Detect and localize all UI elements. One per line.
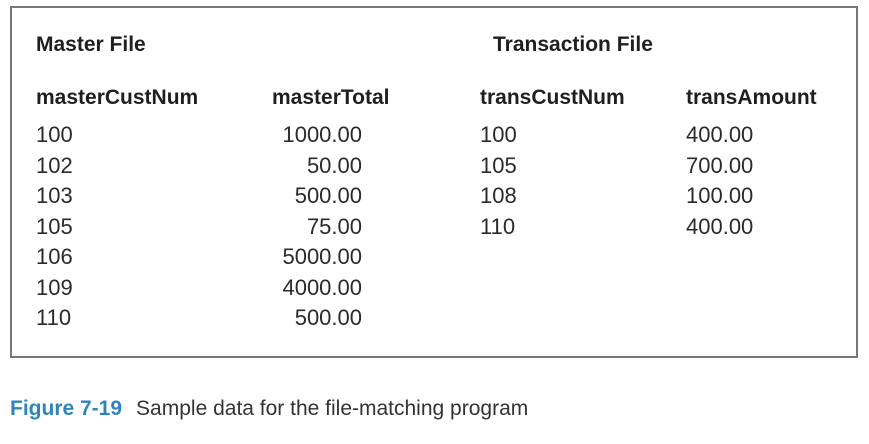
- master-file-title: Master File: [36, 33, 146, 56]
- master-cust-num-cell: 102: [36, 152, 73, 178]
- master-total-header: masterTotal: [272, 86, 390, 109]
- master-cust-num-header: masterCustNum: [36, 86, 199, 109]
- trans-cust-num-cell: 110: [480, 213, 516, 239]
- trans-amount-cell: 400.00: [686, 213, 754, 239]
- transaction-file-title: Transaction File: [493, 33, 653, 56]
- master-total-cell: 500.00: [294, 183, 362, 208]
- trans-amount-header: transAmount: [686, 86, 817, 109]
- trans-amount-cell: 100.00: [686, 183, 754, 208]
- master-cust-num-cell: 105: [36, 213, 73, 239]
- trans-amount-cell: 700.00: [686, 152, 754, 178]
- master-total-cell: 500.00: [294, 305, 362, 330]
- master-cust-num-cell: 109: [36, 274, 73, 300]
- master-cust-num-cell: 110: [36, 305, 72, 330]
- trans-cust-num-header: transCustNum: [480, 86, 625, 109]
- master-total-cell: 5000.00: [282, 244, 362, 269]
- figure-frame: [10, 6, 858, 358]
- trans-cust-num-cell: 105: [480, 152, 517, 178]
- master-total-cell: 1000.00: [282, 122, 362, 147]
- trans-cust-num-column: 100 105 108 110: [480, 120, 517, 242]
- master-cust-num-cell: 106: [36, 244, 73, 269]
- trans-cust-num-cell: 100: [480, 122, 517, 147]
- master-total-cell: 75.00: [306, 213, 362, 239]
- master-total-cell: 4000.00: [282, 274, 362, 300]
- master-total-cell: 50.00: [306, 152, 362, 178]
- figure-caption-text: Sample data for the file-matching progra…: [136, 397, 529, 420]
- figure-caption: Figure 7-19 Sample data for the file-matc…: [10, 396, 528, 422]
- master-cust-num-cell: 100: [36, 122, 73, 147]
- trans-amount-cell: 400.00: [686, 122, 754, 147]
- master-total-column: 1000.00 50.00 500.00 75.00 5000.00 4000.…: [262, 120, 362, 334]
- trans-cust-num-cell: 108: [480, 183, 517, 208]
- master-cust-num-column: 100 102 103 105 106 109 110: [36, 120, 73, 334]
- master-cust-num-cell: 103: [36, 183, 73, 208]
- figure-label: Figure 7-19: [10, 397, 123, 420]
- trans-amount-column: 400.00 700.00 100.00 400.00: [686, 120, 753, 242]
